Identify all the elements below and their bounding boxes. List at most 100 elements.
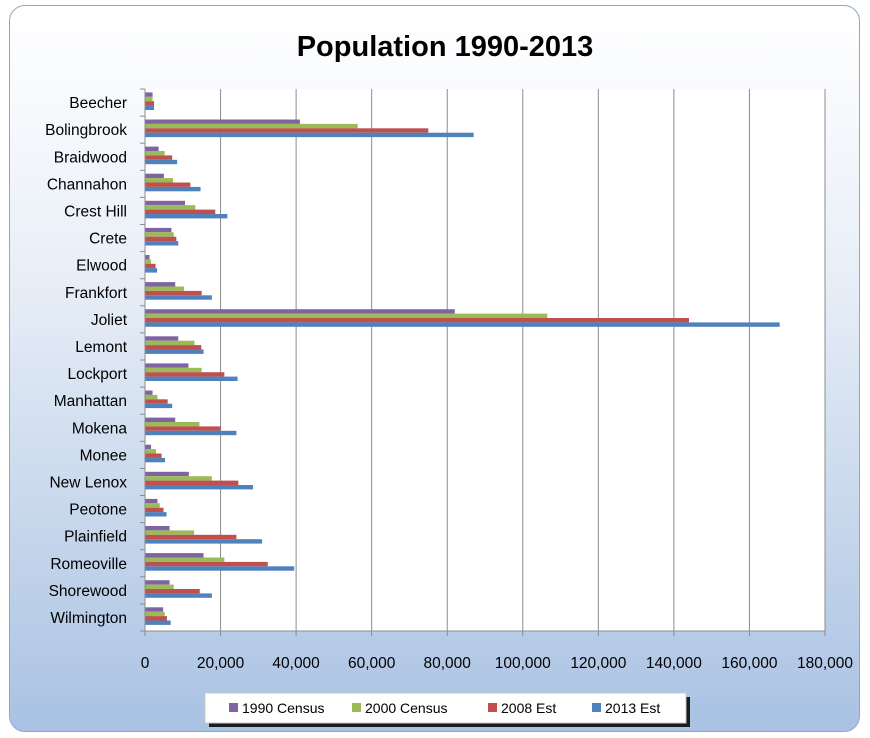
x-tick-label: 160,000 (721, 655, 777, 672)
bar-1990-census (145, 146, 159, 151)
legend-label: 2000 Census (365, 700, 448, 716)
legend-label: 2008 Est (501, 700, 556, 716)
bar-1990-census (145, 173, 164, 179)
legend-label: 2013 Est (605, 700, 660, 716)
bars (145, 92, 780, 625)
bar-2008-est (145, 589, 200, 594)
x-tick-label: 180,000 (797, 655, 853, 672)
category-label: Lockport (68, 366, 128, 383)
bar-2000-census (145, 449, 156, 454)
bar-2000-census (145, 503, 160, 508)
bar-1990-census (145, 200, 186, 206)
x-tick-label: 100,000 (495, 655, 551, 672)
bar-1990-census (145, 309, 455, 314)
bar-1990-census (145, 336, 179, 341)
category-label: Frankfort (65, 285, 128, 302)
category-label: Channahon (47, 176, 127, 193)
bar-2000-census (145, 340, 195, 346)
legend-box (204, 692, 687, 724)
bar-1990-census (145, 526, 170, 531)
bar-2000-census (145, 476, 212, 481)
bar-2013-est (145, 322, 780, 327)
bar-1990-census (145, 553, 204, 558)
bar-2008-est (145, 480, 239, 485)
bar-2013-est (145, 376, 238, 381)
bar-2000-census (145, 178, 173, 183)
bar-2013-est (145, 159, 178, 165)
bar-2008-est (145, 209, 216, 214)
bar-1990-census (145, 282, 176, 287)
category-label: New Lenox (49, 474, 127, 491)
bar-1990-census (145, 92, 153, 97)
bar-1990-census (145, 607, 164, 612)
bar-2013-est (145, 457, 166, 463)
bar-2013-est (145, 241, 179, 246)
bar-2013-est (145, 403, 173, 409)
category-label: Beecher (69, 95, 127, 112)
bar-1990-census (145, 498, 158, 504)
bar-2013-est (145, 593, 212, 598)
legend-swatch (229, 703, 238, 712)
bar-2000-census (145, 394, 158, 400)
bar-2008-est (145, 182, 191, 187)
bar-2008-est (145, 345, 202, 350)
legend-swatch (352, 703, 361, 712)
bar-2000-census (145, 286, 184, 291)
x-tick-label: 0 (141, 655, 150, 672)
category-label: Romeoville (50, 556, 127, 573)
bar-2000-census (145, 611, 165, 617)
bar-2000-census (145, 123, 358, 129)
bar-2013-est (145, 186, 201, 192)
bar-2013-est (145, 620, 171, 625)
bar-2008-est (145, 399, 168, 404)
bar-2013-est (145, 268, 158, 273)
category-label: Plainfield (64, 529, 127, 546)
bar-2000-census (145, 422, 200, 427)
category-label: Braidwood (54, 149, 127, 166)
category-label: Peotone (69, 502, 127, 519)
x-tick-label: 20,000 (197, 655, 245, 672)
x-tick-label: 40,000 (272, 655, 320, 672)
bar-2013-est (145, 539, 263, 544)
category-label: Bolingbrook (45, 122, 127, 139)
bar-2008-est (145, 101, 155, 106)
bar-2013-est (145, 485, 254, 490)
legend-swatch (488, 703, 497, 712)
legend-swatch (592, 703, 601, 712)
bar-2013-est (145, 105, 155, 110)
bar-2008-est (145, 128, 429, 133)
bar-2008-est (145, 290, 202, 296)
bar-2008-est (145, 372, 225, 377)
category-label: Crest Hill (64, 203, 127, 220)
bar-2008-est (145, 453, 162, 458)
x-tick-label: 80,000 (424, 655, 472, 672)
category-label: Lemont (75, 339, 127, 356)
bar-1990-census (145, 444, 152, 450)
bar-2013-est (145, 295, 212, 300)
plot-area (145, 89, 825, 631)
category-label: Manhattan (54, 393, 127, 410)
category-label: Joliet (91, 312, 128, 329)
bar-2000-census (145, 530, 195, 535)
bar-2008-est (145, 318, 689, 323)
bar-2000-census (145, 205, 196, 210)
category-label: Mokena (72, 420, 128, 437)
category-label: Crete (89, 231, 127, 248)
category-label: Elwood (76, 258, 127, 275)
category-label: Monee (80, 447, 127, 464)
bar-2008-est (145, 236, 177, 242)
bar-2008-est (145, 561, 268, 567)
bar-2013-est (145, 512, 167, 517)
bar-2000-census (145, 151, 165, 156)
legend-label: 1990 Census (242, 700, 325, 716)
bar-2000-census (145, 259, 152, 264)
axes (140, 88, 826, 636)
bar-1990-census (145, 471, 189, 477)
bar-2008-est (145, 616, 167, 621)
bar-2000-census (145, 557, 225, 562)
bar-2008-est (145, 534, 237, 540)
bar-1990-census (145, 363, 189, 368)
bar-2000-census (145, 232, 174, 237)
bar-2013-est (145, 349, 204, 354)
